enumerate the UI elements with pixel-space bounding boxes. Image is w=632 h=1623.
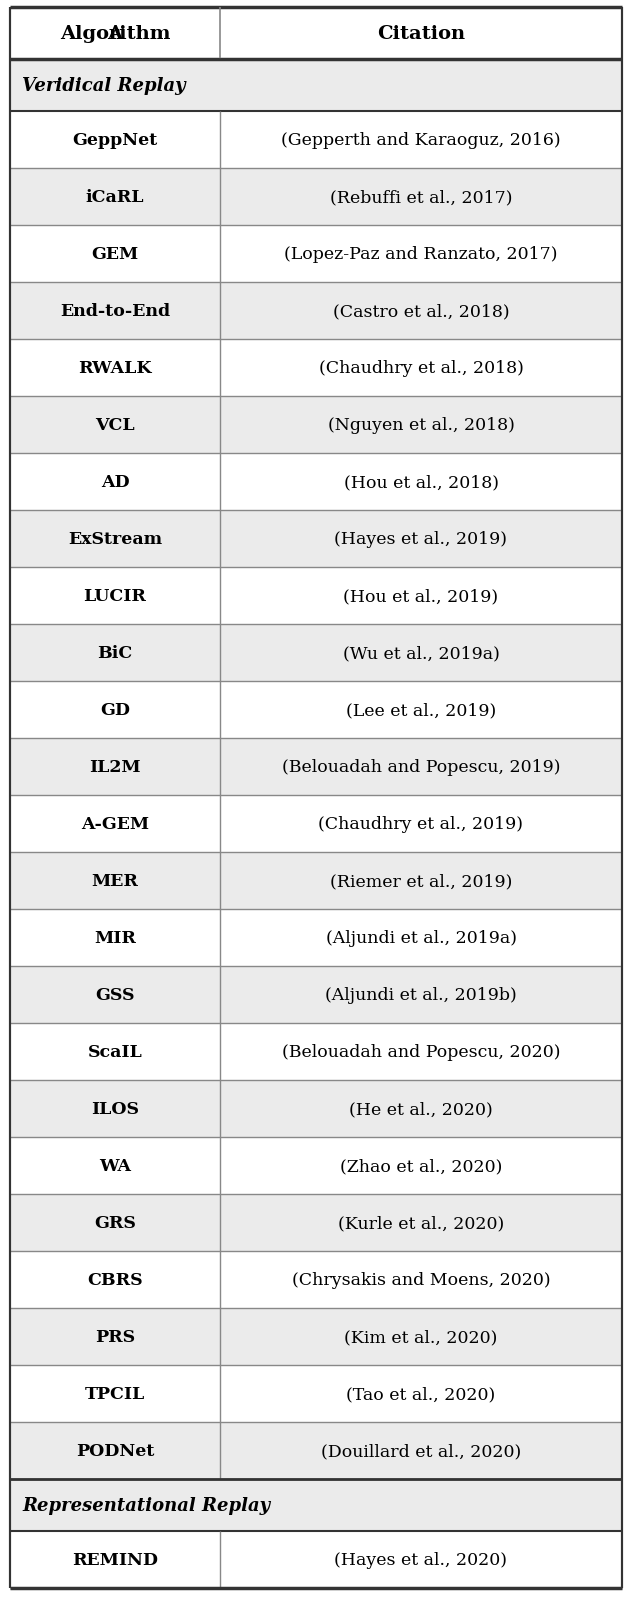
Text: (Riemer et al., 2019): (Riemer et al., 2019)	[330, 873, 512, 889]
Text: (Rebuffi et al., 2017): (Rebuffi et al., 2017)	[330, 188, 513, 206]
Bar	[10, 169, 622, 226]
Text: RWALK: RWALK	[78, 360, 152, 377]
Bar	[10, 1138, 622, 1195]
Text: (He et al., 2020): (He et al., 2020)	[349, 1100, 493, 1117]
Bar	[10, 795, 622, 852]
Text: MER: MER	[92, 873, 138, 889]
Bar	[10, 625, 622, 682]
Bar	[10, 60, 622, 112]
Bar	[10, 1365, 622, 1422]
Bar	[10, 568, 622, 625]
Text: GeppNet: GeppNet	[73, 131, 157, 149]
Text: Representational Replay: Representational Replay	[22, 1496, 270, 1514]
Text: (Lopez-Paz and Ranzato, 2017): (Lopez-Paz and Ranzato, 2017)	[284, 245, 558, 263]
Text: (Zhao et al., 2020): (Zhao et al., 2020)	[340, 1157, 502, 1175]
Bar	[10, 282, 622, 339]
Text: (Chrysakis and Moens, 2020): (Chrysakis and Moens, 2020)	[292, 1271, 550, 1289]
Text: A: A	[107, 24, 123, 42]
Text: (Douillard et al., 2020): (Douillard et al., 2020)	[321, 1443, 521, 1459]
Text: (Chaudhry et al., 2018): (Chaudhry et al., 2018)	[319, 360, 523, 377]
Text: (Nguyen et al., 2018): (Nguyen et al., 2018)	[327, 417, 514, 433]
Bar	[10, 112, 622, 169]
Text: A-GEM: A-GEM	[81, 815, 149, 833]
Text: (Lee et al., 2019): (Lee et al., 2019)	[346, 701, 496, 719]
Text: GD: GD	[100, 701, 130, 719]
Bar	[10, 1081, 622, 1138]
Text: (Hou et al., 2018): (Hou et al., 2018)	[344, 474, 499, 490]
Text: (Tao et al., 2020): (Tao et al., 2020)	[346, 1384, 495, 1402]
Bar	[10, 454, 622, 511]
Bar	[10, 226, 622, 282]
Text: iCaRL: iCaRL	[86, 188, 144, 206]
Text: ILOS: ILOS	[91, 1100, 139, 1117]
Text: (Belouadah and Popescu, 2019): (Belouadah and Popescu, 2019)	[282, 758, 560, 776]
Bar	[10, 511, 622, 568]
Text: CBRS: CBRS	[87, 1271, 143, 1289]
Text: TPCIL: TPCIL	[85, 1384, 145, 1402]
Bar	[10, 1308, 622, 1365]
Text: (Castro et al., 2018): (Castro et al., 2018)	[332, 304, 509, 320]
Text: (Kim et al., 2020): (Kim et al., 2020)	[344, 1328, 497, 1345]
Text: Veridical Replay: Veridical Replay	[22, 76, 186, 94]
Bar	[10, 1479, 622, 1530]
Text: (Chaudhry et al., 2019): (Chaudhry et al., 2019)	[319, 815, 523, 833]
Text: GSS: GSS	[95, 987, 135, 1003]
Text: Citation: Citation	[377, 24, 465, 42]
Text: VCL: VCL	[95, 417, 135, 433]
Text: (Hayes et al., 2020): (Hayes et al., 2020)	[334, 1552, 507, 1568]
Text: (Wu et al., 2019a): (Wu et al., 2019a)	[343, 644, 499, 662]
Bar	[10, 1195, 622, 1251]
Bar	[10, 339, 622, 396]
Text: ExStream: ExStream	[68, 531, 162, 547]
Text: PODNet: PODNet	[76, 1443, 154, 1459]
Bar	[10, 682, 622, 738]
Text: Algorithm: Algorithm	[60, 24, 170, 42]
Bar	[10, 852, 622, 909]
Bar	[10, 1530, 622, 1587]
Text: (Gepperth and Karaoguz, 2016): (Gepperth and Karaoguz, 2016)	[281, 131, 561, 149]
Bar	[10, 966, 622, 1024]
Text: PRS: PRS	[95, 1328, 135, 1345]
Bar	[10, 396, 622, 454]
Text: WA: WA	[99, 1157, 131, 1175]
Text: (Aljundi et al., 2019a): (Aljundi et al., 2019a)	[325, 930, 516, 946]
Bar	[10, 1251, 622, 1308]
Bar	[10, 8, 622, 60]
Text: AD: AD	[100, 474, 130, 490]
Text: (Hou et al., 2019): (Hou et al., 2019)	[343, 588, 499, 605]
Text: GRS: GRS	[94, 1214, 136, 1232]
Text: REMIND: REMIND	[72, 1552, 158, 1568]
Bar	[10, 1422, 622, 1479]
Bar	[10, 738, 622, 795]
Text: (Kurle et al., 2020): (Kurle et al., 2020)	[338, 1214, 504, 1232]
Text: MIR: MIR	[94, 930, 136, 946]
Text: IL2M: IL2M	[89, 758, 141, 776]
Text: BiC: BiC	[97, 644, 133, 662]
Text: (Aljundi et al., 2019b): (Aljundi et al., 2019b)	[325, 987, 517, 1003]
Text: (Belouadah and Popescu, 2020): (Belouadah and Popescu, 2020)	[282, 1044, 560, 1060]
Text: GEM: GEM	[92, 245, 138, 263]
Bar	[10, 1024, 622, 1081]
Bar	[10, 909, 622, 966]
Text: LUCIR: LUCIR	[83, 588, 147, 605]
Text: ScaIL: ScaIL	[88, 1044, 142, 1060]
Text: (Hayes et al., 2019): (Hayes et al., 2019)	[334, 531, 507, 547]
Text: End-to-End: End-to-End	[60, 304, 170, 320]
